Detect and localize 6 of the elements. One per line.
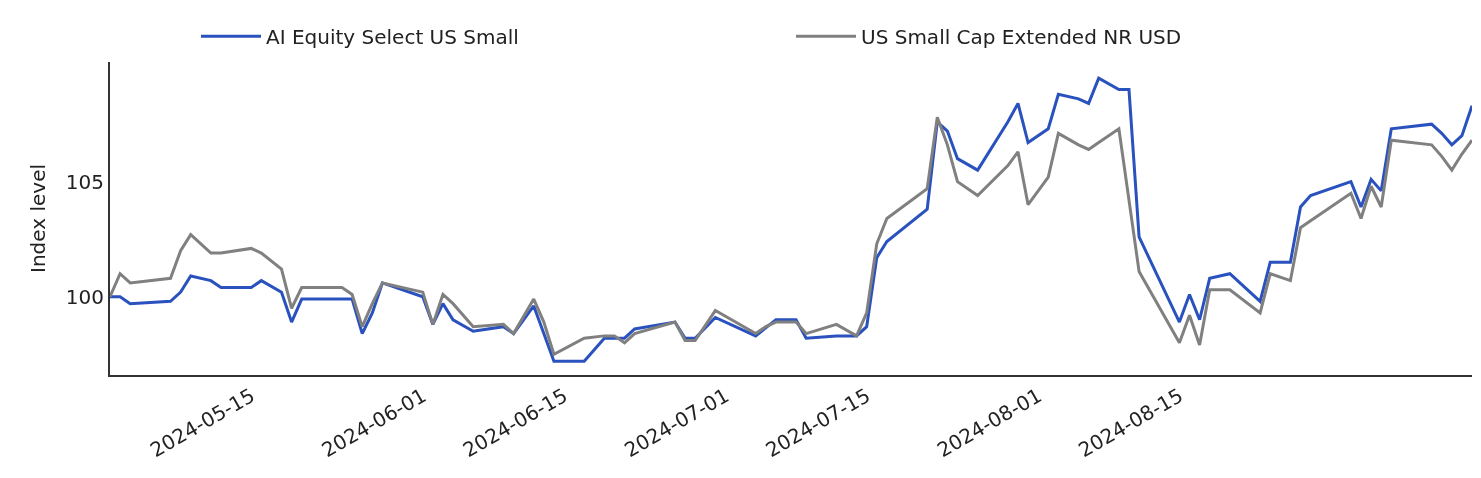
y-tick-label: 105: [65, 169, 104, 194]
legend-label: US Small Cap Extended NR USD: [861, 25, 1182, 50]
legend-label: AI Equity Select US Small: [266, 25, 519, 50]
y-tick-label: 100: [65, 284, 104, 309]
y-axis-title: Index level: [25, 164, 50, 273]
line-series: [110, 115, 1472, 356]
